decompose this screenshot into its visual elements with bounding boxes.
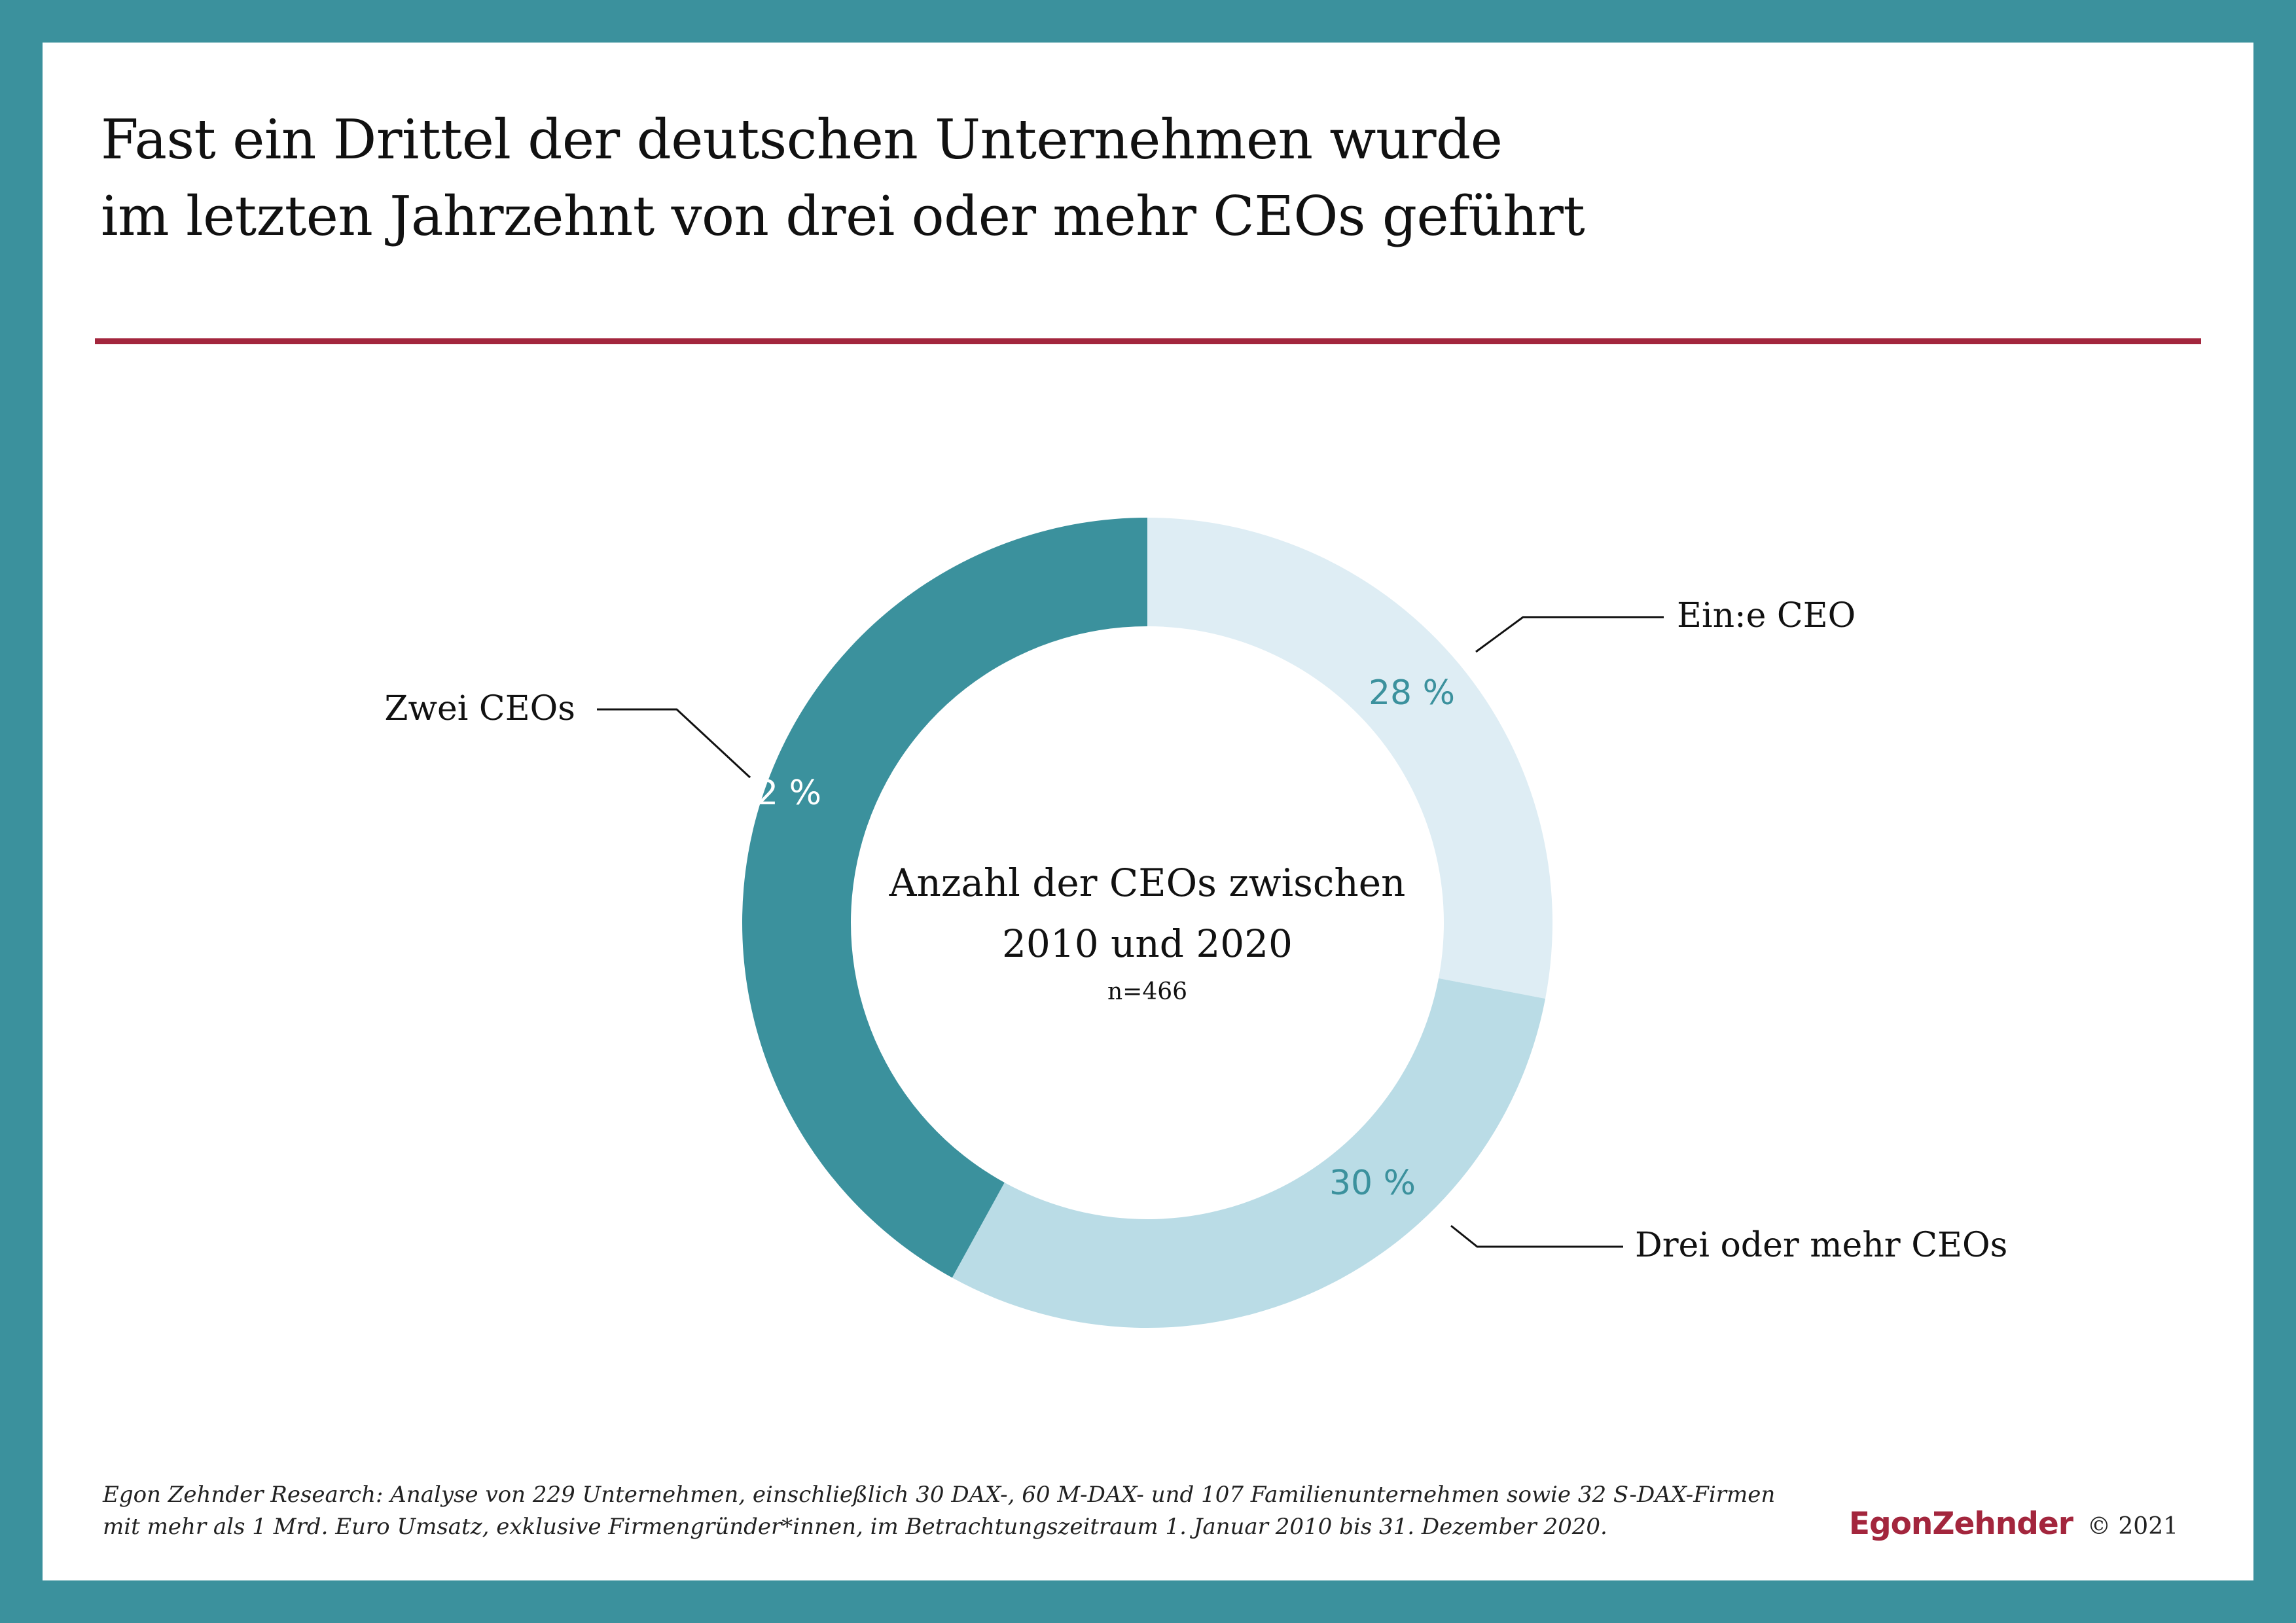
center-label-line-1: Anzahl der CEOs zwischen — [889, 861, 1406, 905]
donut-slice-ein-e-ceo — [1147, 518, 1553, 999]
source-footnote: Egon Zehnder Research: Analyse von 229 U… — [103, 1479, 1870, 1543]
egon-zehnder-logo: EgonZehnder — [1848, 1506, 2073, 1542]
category-label-zwei-ceos: Zwei CEOs — [384, 689, 575, 728]
footnote-line-2: mit mehr als 1 Mrd. Euro Umsatz, exklusi… — [103, 1514, 1607, 1540]
copyright-notice: © 2021 — [2087, 1513, 2178, 1540]
leader-line-drei-ceos — [1450, 1224, 1623, 1248]
leader-line-ein-ceo — [1475, 616, 1664, 653]
title-line-1: Fast ein Drittel der deutschen Unternehm… — [101, 108, 1503, 171]
value-label-ein-ceo: 28 % — [1369, 673, 1455, 713]
donut-slices — [742, 518, 1553, 1328]
chart-panel: Fast ein Drittel der deutschen Unternehm… — [43, 43, 2253, 1580]
center-label-line-2: 2010 und 2020 — [1002, 921, 1293, 966]
donut-slice-zwei-ceos — [742, 518, 1147, 1278]
page-title: Fast ein Drittel der deutschen Unternehm… — [101, 101, 2064, 255]
footnote-line-1: Egon Zehnder Research: Analyse von 229 U… — [103, 1482, 1776, 1508]
donut-chart: 28 % 30 % 42 % Ein:e CEO Drei oder mehr … — [384, 518, 2007, 1328]
value-label-zwei-ceos: 42 % — [735, 774, 821, 813]
title-divider — [95, 338, 2201, 344]
brand-block: EgonZehnder © 2021 — [1849, 1506, 2178, 1542]
category-label-drei-ceos: Drei oder mehr CEOs — [1635, 1226, 2007, 1265]
category-label-ein-ceo: Ein:e CEO — [1677, 596, 1856, 635]
donut-slice-drei-oder-mehr-ceos — [952, 978, 1546, 1328]
leader-line-zwei-ceos — [597, 708, 751, 779]
value-label-drei-ceos: 30 % — [1329, 1164, 1416, 1203]
center-sample-size: n=466 — [1107, 978, 1187, 1005]
title-line-2: im letzten Jahrzehnt von drei oder mehr … — [101, 185, 1585, 248]
